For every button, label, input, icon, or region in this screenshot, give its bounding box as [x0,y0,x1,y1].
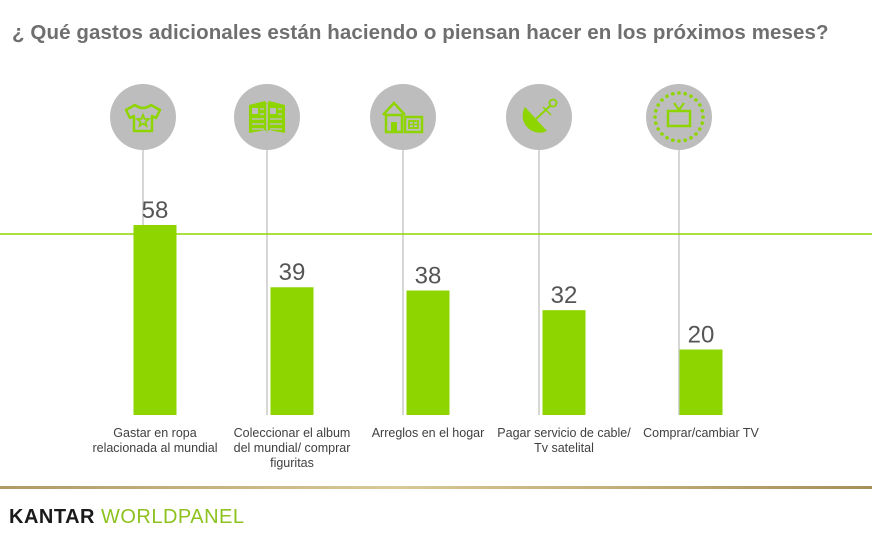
category-label: Pagar servicio de cable/Tv satelital [484,426,644,456]
category-label: Arreglos en el hogar [348,426,508,441]
category-label: Gastar en ropa relacionada al mundial [75,426,235,456]
category-icons [110,84,712,150]
category-label-line: Gastar en ropa [113,426,197,440]
bar [133,225,177,415]
category-label-line: Coleccionar el album [233,426,351,440]
page-title: ¿ Qué gastos adicionales están haciendo … [12,21,829,44]
value-label: 39 [279,259,306,286]
category-label-line: figuritas [270,456,314,470]
bar [406,290,450,415]
satellite-dish-icon [506,84,572,150]
footer-divider [0,486,872,489]
tv-icon [646,84,712,150]
value-labels: 58 39 38 32 20 [142,197,715,348]
logo-worldpanel: WORLDPANEL [100,506,245,528]
house-icon [370,84,436,150]
value-label: 38 [415,263,442,290]
category-label-line: Arreglos en el hogar [371,426,485,440]
album-icon [234,84,300,150]
category-label-line: relacionada al mundial [92,441,218,455]
category-label-line: Pagar servicio de cable/ [497,426,631,440]
value-label: 32 [551,282,578,309]
category-label-line: del mundial/ comprar [233,441,351,455]
value-label: 20 [688,321,715,348]
bar [270,287,314,415]
category-label-line: Comprar/cambiar TV [643,426,759,440]
category-label: Comprar/cambiar TV [621,426,781,441]
tshirt-icon [110,84,176,150]
logo-kantar: KANTAR [9,506,95,528]
kantar-worldpanel-logo: KANTAR WORLDPANEL [9,506,245,529]
bar [542,310,586,415]
bars [133,225,723,415]
bar [679,349,723,415]
category-label-line: Tv satelital [534,441,594,455]
bar-chart: 58 39 38 32 20 [0,84,872,415]
category-label: Coleccionar el album del mundial/ comprar… [212,426,372,471]
value-label: 58 [142,197,169,224]
